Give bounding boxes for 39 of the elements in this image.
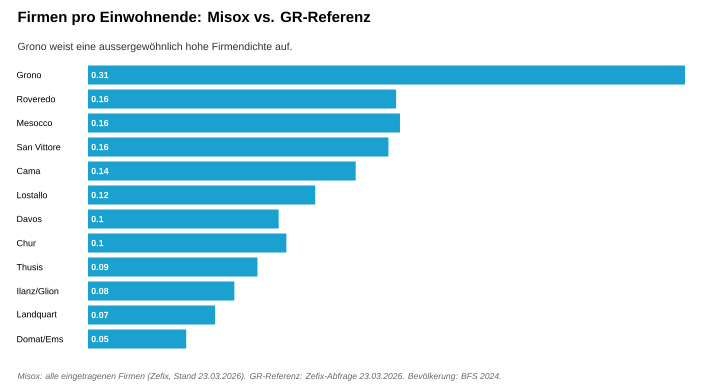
data-label: 0.16 — [92, 144, 108, 150]
y-tick-label: Roveredo — [17, 96, 56, 102]
y-tick-label: Cama — [16, 168, 40, 174]
data-label: 0.16 — [92, 96, 108, 102]
data-label: 0.14 — [92, 168, 109, 174]
text: Misox: alle eingetragenen Firmen (Zefix, Stand 23.03.2026). GR-Referenz: Zefix-Abfrage 23.03.2026. Bevölkerung: BFS 2024. — [18, 372, 500, 381]
data-label: 0.16 — [92, 120, 108, 126]
data-label: 0.31 — [92, 72, 108, 78]
bar — [88, 162, 356, 181]
y-tick-label: Grono — [16, 72, 42, 78]
data-label: 0.05 — [92, 336, 108, 342]
bar — [88, 330, 186, 349]
bar — [88, 114, 400, 133]
bar — [88, 186, 316, 205]
bar — [88, 210, 279, 229]
data-label: 0.1 — [92, 240, 104, 246]
bar — [88, 90, 396, 109]
y-tick-label: Lostallo — [17, 192, 48, 198]
y-tick-label: Ilanz/Glion — [17, 288, 58, 294]
data-label: 0.1 — [92, 216, 104, 222]
bar — [88, 258, 258, 277]
data-label: 0.08 — [92, 288, 108, 294]
bar — [88, 138, 388, 157]
data-label: 0.07 — [92, 312, 108, 318]
data-label: 0.09 — [92, 264, 108, 270]
bar — [88, 66, 686, 85]
chart-title: Firmen pro Einwohnende: Misox vs. GR-Referenz — [18, 11, 370, 26]
y-tick-label: San Vittore — [16, 144, 60, 150]
y-tick-label: Davos — [17, 216, 42, 222]
bar — [88, 306, 216, 325]
y-tick-label: Chur — [16, 240, 36, 246]
y-tick-label: Thusis — [16, 264, 43, 270]
bar — [88, 282, 234, 301]
y-tick-label: Domat/Ems — [17, 336, 64, 342]
bar — [88, 234, 286, 253]
data-label: 0.12 — [92, 192, 108, 198]
y-tick-label: Landquart — [17, 310, 57, 320]
y-tick-label: Mesocco — [17, 120, 52, 126]
chart-subtitle: Grono weist eine aussergewöhnlich hohe Firmendichte auf. — [18, 42, 292, 52]
